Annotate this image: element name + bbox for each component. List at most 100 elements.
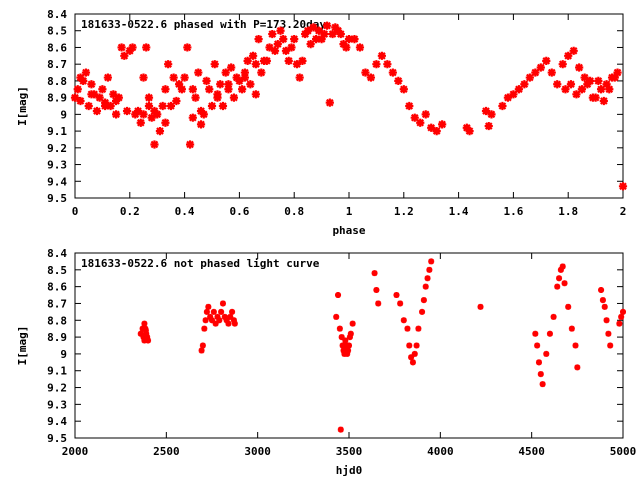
data-point-glyph <box>76 96 85 106</box>
data-point-glyph <box>207 313 214 320</box>
data-point <box>536 63 545 72</box>
data-point <box>295 73 304 82</box>
y-tick-label: 9.5 <box>47 192 67 205</box>
data-point-glyph <box>371 270 378 277</box>
data-point <box>339 342 346 349</box>
data-point-glyph <box>270 46 280 55</box>
data-point <box>339 40 348 49</box>
data-point-glyph <box>405 101 414 111</box>
data-point-glyph <box>574 364 581 371</box>
data-point-glyph <box>212 320 219 327</box>
data-point <box>438 120 447 129</box>
data-point <box>618 182 628 191</box>
data-point <box>268 29 277 39</box>
data-point <box>230 317 237 324</box>
data-point <box>131 110 140 119</box>
data-point-glyph <box>559 263 566 270</box>
data-point-glyph <box>314 26 323 35</box>
y-tick-label: 9 <box>60 348 67 361</box>
data-point-glyph <box>144 93 154 102</box>
data-point <box>537 371 544 378</box>
data-point-glyph <box>141 320 148 327</box>
data-point-glyph <box>276 26 285 35</box>
data-point-glyph <box>556 275 563 282</box>
data-point-glyph <box>561 280 568 287</box>
data-point-glyph <box>279 34 288 44</box>
data-point <box>342 43 351 52</box>
data-point <box>284 56 293 65</box>
x-tick-label: 2000 <box>62 445 89 458</box>
data-point <box>599 96 608 106</box>
data-point-glyph <box>243 56 252 65</box>
data-point <box>605 330 612 337</box>
data-point-glyph <box>180 73 189 82</box>
data-point-glyph <box>602 80 611 89</box>
data-point-glyph <box>561 85 570 94</box>
data-point <box>227 63 236 72</box>
data-point-glyph <box>281 46 291 55</box>
data-point-glyph <box>142 43 151 52</box>
data-point <box>216 80 225 89</box>
data-point-glyph <box>117 43 126 52</box>
data-point-glyph <box>605 85 614 94</box>
data-point <box>568 325 575 332</box>
data-point <box>566 80 576 89</box>
data-point-glyph <box>218 101 228 111</box>
data-point-glyph <box>547 68 556 77</box>
data-point <box>229 93 239 102</box>
data-point-glyph <box>230 317 237 324</box>
data-point <box>355 43 365 52</box>
data-point <box>79 76 88 86</box>
data-point <box>144 101 154 111</box>
data-point-glyph <box>498 101 507 111</box>
data-point <box>120 51 129 60</box>
x-tick-label: 0.6 <box>229 205 249 218</box>
data-point <box>111 96 121 106</box>
data-point-glyph <box>532 330 539 337</box>
y-axis-label: I[mag] <box>16 326 29 366</box>
data-point <box>142 43 151 52</box>
data-point-glyph <box>177 85 186 94</box>
data-point-glyph <box>388 68 397 77</box>
data-point-glyph <box>273 40 282 49</box>
data-point-glyph <box>133 106 143 116</box>
data-point <box>141 337 148 344</box>
data-point <box>424 275 431 282</box>
data-point <box>328 29 337 39</box>
data-point <box>161 85 170 94</box>
data-point <box>509 90 518 99</box>
data-point <box>405 101 414 111</box>
data-point <box>111 110 121 119</box>
data-point <box>292 60 302 69</box>
data-point-glyph <box>257 68 266 77</box>
data-point-glyph <box>137 330 144 337</box>
data-point <box>172 96 181 106</box>
data-point-glyph <box>216 317 223 324</box>
data-point <box>70 93 80 102</box>
data-point-glyph <box>568 325 575 332</box>
data-point-glyph <box>336 325 343 332</box>
data-point-glyph <box>111 96 121 106</box>
data-point-glyph <box>227 63 236 72</box>
data-point <box>199 342 206 349</box>
data-point <box>213 90 222 99</box>
data-point-glyph <box>438 120 447 129</box>
data-point-glyph <box>172 96 181 106</box>
data-point <box>416 118 425 127</box>
data-point <box>575 63 584 72</box>
data-point-glyph <box>139 110 148 119</box>
data-point-glyph <box>465 126 474 136</box>
data-point-glyph <box>95 93 104 102</box>
data-point-glyph <box>196 106 206 116</box>
data-point <box>393 292 400 299</box>
data-point <box>216 317 223 324</box>
y-tick-label: 8.7 <box>47 297 67 310</box>
data-point <box>546 330 553 337</box>
data-point <box>150 106 159 116</box>
x-axis-label: phase <box>332 224 365 237</box>
data-point-glyph <box>350 34 359 44</box>
data-point-glyph <box>572 90 581 99</box>
data-point <box>109 90 118 99</box>
data-point <box>273 40 282 49</box>
data-point <box>128 43 137 52</box>
